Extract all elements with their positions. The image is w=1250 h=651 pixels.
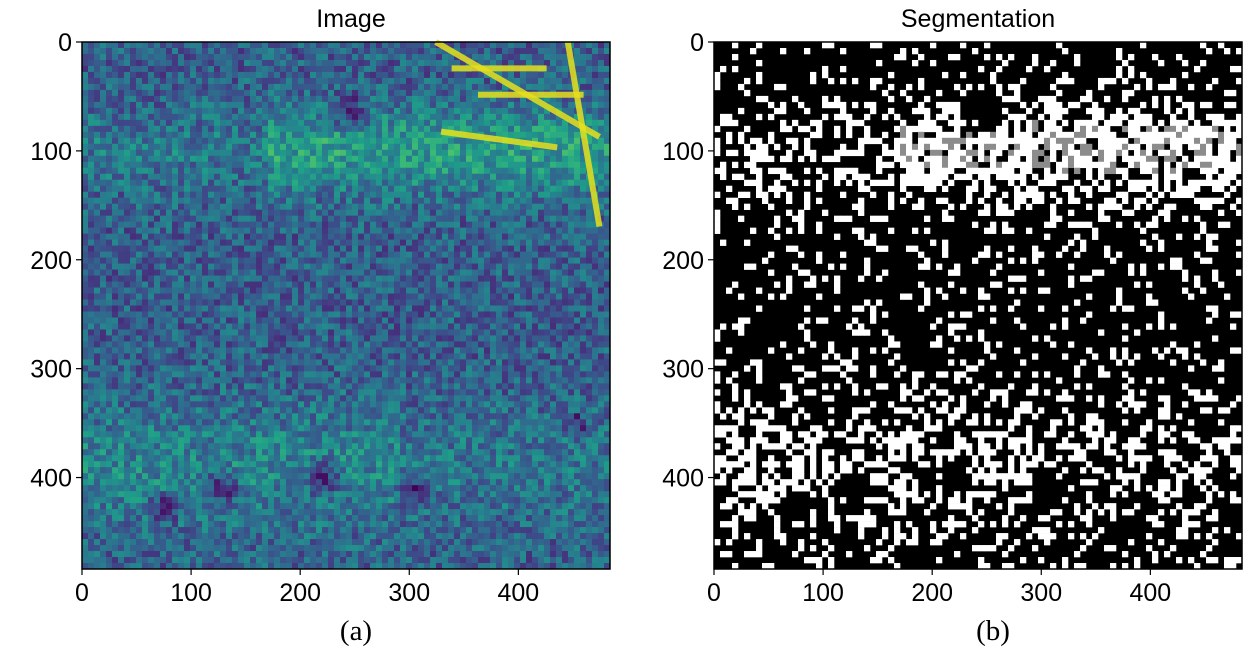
y-tick-label: 400 — [30, 465, 72, 493]
panel-title-segmentation: Segmentation — [901, 5, 1055, 33]
y-tick-label: 300 — [30, 356, 72, 384]
panel-image: Image 0 100 200 300 400 0 100 200 300 400 (a) — [30, 5, 611, 647]
y-tick-label: 100 — [662, 138, 704, 166]
panel-title-image: Image — [316, 5, 385, 33]
y-tick-label: 0 — [58, 29, 72, 57]
y-tick-label: 200 — [662, 247, 704, 275]
panel-segmentation: Segmentation 0 100 200 300 4000100200300400 … — [662, 5, 1243, 647]
noisy-image — [82, 39, 611, 570]
caption-b: (b) — [976, 615, 1010, 647]
x-tick-label: 100 — [802, 579, 844, 607]
axes-frame-segmentation — [713, 41, 1243, 570]
x-tick-label: 200 — [911, 579, 953, 607]
y-tick-label: 300 — [662, 356, 704, 384]
y-tick-label: 400 — [662, 465, 704, 493]
y-tick-label: 100 — [30, 138, 72, 166]
x-tick-label: 300 — [1020, 579, 1062, 607]
y-tick-label: 0 — [690, 29, 704, 57]
x-tick-label: 200 — [279, 579, 321, 607]
x-tick-label: 300 — [388, 579, 430, 607]
y-tick-label: 200 — [30, 247, 72, 275]
axes-frame-image — [81, 41, 611, 570]
x-tick-label: 0 — [75, 579, 89, 607]
x-tick-label: 400 — [498, 579, 540, 607]
x-tick-label: 100 — [170, 579, 212, 607]
axis-ticks-segmentation: 0 100 200 300 400 0 100 200 300 400 — [662, 29, 1171, 607]
segmentation-map — [714, 42, 1243, 570]
caption-a: (a) — [340, 615, 372, 647]
x-tick-label: 0 — [707, 579, 721, 607]
axis-ticks-image: 0 100 200 300 400 0 100 200 300 400 — [30, 29, 539, 607]
x-tick-label: 400 — [1130, 579, 1172, 607]
